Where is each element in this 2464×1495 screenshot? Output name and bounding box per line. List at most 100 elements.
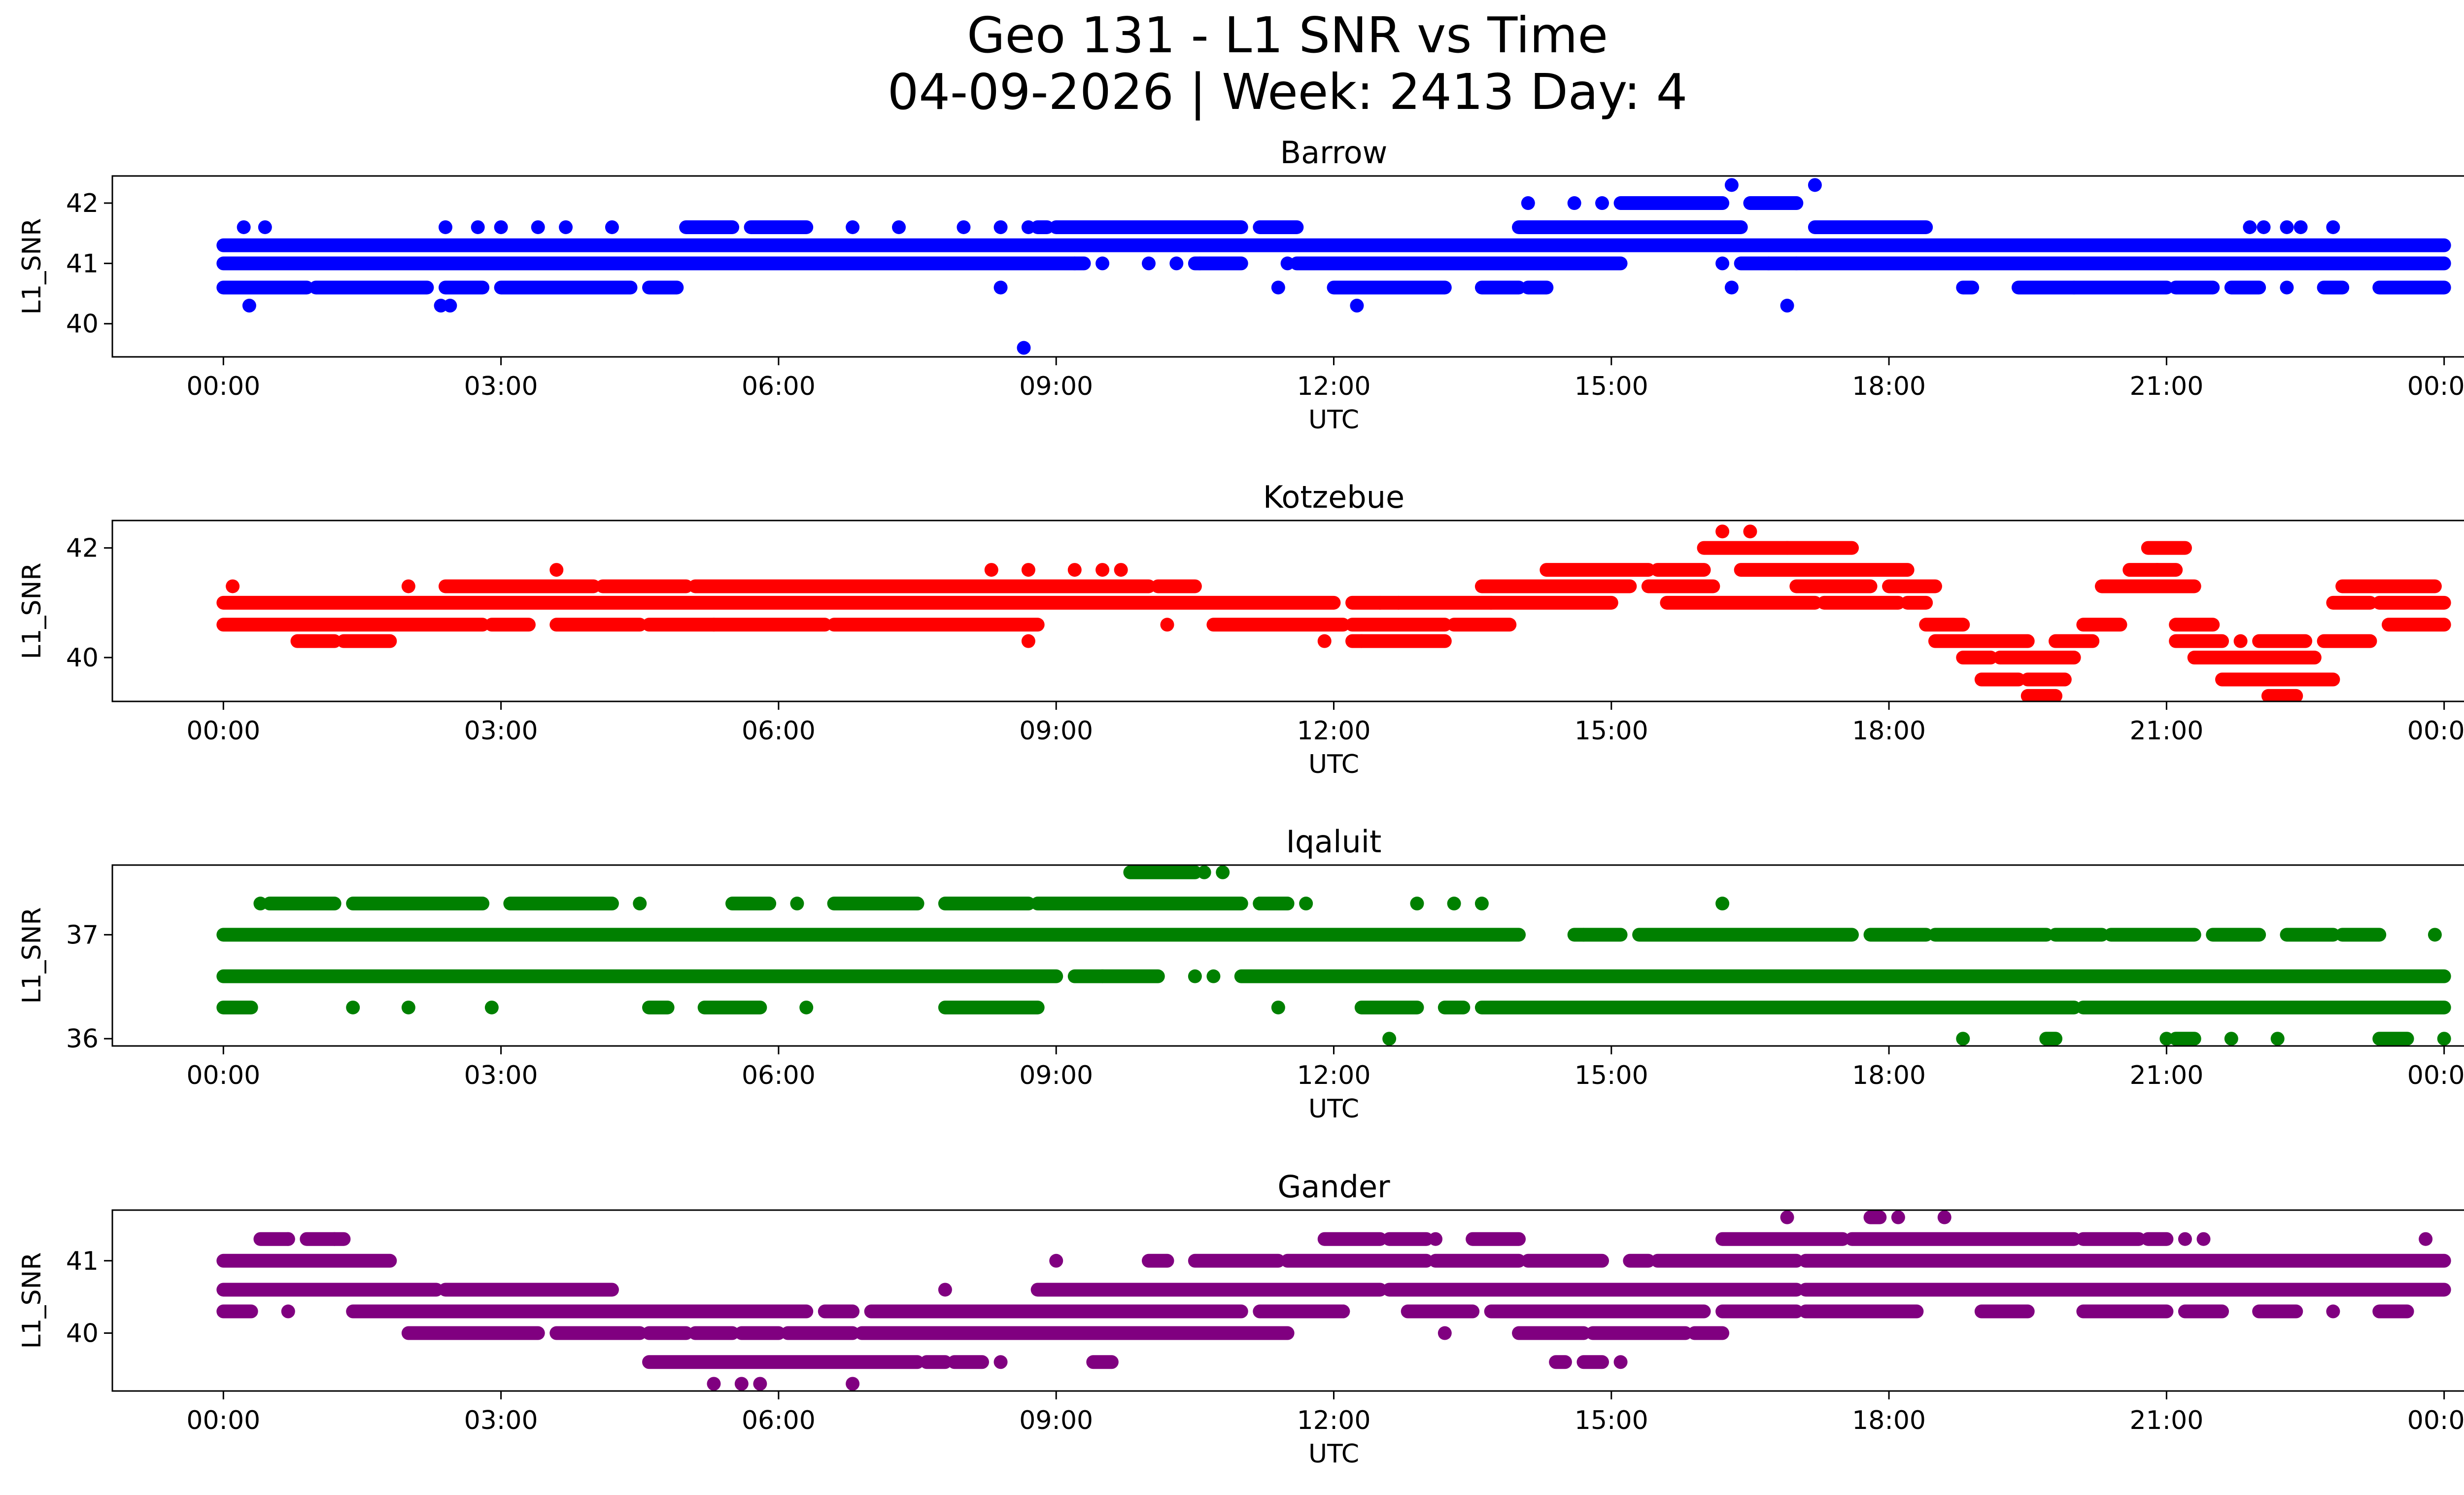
data-point bbox=[846, 220, 860, 234]
data-run-5-1 bbox=[337, 634, 397, 648]
data-run-1-1 bbox=[438, 1283, 619, 1297]
x-tick-label: 12:00 bbox=[1297, 372, 1371, 401]
data-run-3-2 bbox=[642, 1326, 693, 1340]
x-tick-label: 09:00 bbox=[1019, 1406, 1093, 1435]
data-run-0-3 bbox=[1863, 928, 1933, 942]
data-point bbox=[1114, 563, 1128, 577]
data-run-1-0 bbox=[216, 618, 490, 632]
data-run-0-3 bbox=[1280, 1253, 1434, 1268]
x-axis-label: UTC bbox=[1308, 1094, 1359, 1124]
data-run-1-4 bbox=[707, 618, 832, 632]
data-run-1-7 bbox=[1345, 618, 1452, 632]
data-run-3-4 bbox=[2150, 563, 2183, 577]
data-point bbox=[258, 220, 272, 234]
data-point bbox=[1410, 897, 1424, 911]
data-run-2-0 bbox=[216, 1000, 258, 1014]
x-tick-label: 18:00 bbox=[1852, 1061, 1926, 1090]
panel-title: Kotzebue bbox=[1263, 479, 1404, 515]
data-point bbox=[226, 579, 240, 593]
data-run-2-11 bbox=[2169, 280, 2220, 295]
data-run-2-6 bbox=[1095, 1304, 1248, 1319]
data-point bbox=[1567, 196, 1581, 210]
x-tick-label: 09:00 bbox=[1019, 1061, 1093, 1090]
data-run-3-4 bbox=[1253, 220, 1304, 234]
data-point bbox=[753, 1377, 767, 1391]
data-run-3-1 bbox=[1650, 563, 1711, 577]
data-run-4-1 bbox=[1780, 541, 1859, 555]
data-point bbox=[1808, 178, 1822, 192]
data-run-3-5 bbox=[781, 1326, 860, 1340]
x-tick-label: 00:00 bbox=[2407, 372, 2464, 401]
data-run-0-0 bbox=[216, 595, 1341, 610]
data-point bbox=[1761, 256, 1776, 271]
data-run-2-2 bbox=[438, 280, 490, 295]
data-run-3-5 bbox=[1512, 220, 1748, 234]
data-run-2-8 bbox=[1401, 1304, 1480, 1319]
data-point bbox=[1447, 897, 1461, 911]
data-run-6-0 bbox=[1863, 1210, 1887, 1224]
data-point bbox=[2428, 928, 2442, 942]
data-run-4-0 bbox=[1123, 865, 1202, 879]
data-run-3-8 bbox=[1188, 1326, 1295, 1340]
data-point bbox=[1474, 897, 1489, 911]
data-run-3-2 bbox=[503, 897, 619, 911]
data-point bbox=[633, 897, 647, 911]
data-point bbox=[1017, 341, 1031, 355]
data-run-5-6 bbox=[1845, 1232, 2081, 1246]
panel-title: Gander bbox=[1277, 1169, 1390, 1205]
y-axis-label: L1_SNR bbox=[17, 907, 47, 1004]
x-tick-label: 15:00 bbox=[1574, 716, 1648, 746]
data-run-0-2 bbox=[1188, 1253, 1285, 1268]
series-gander bbox=[216, 1210, 2451, 1391]
data-run-2-1 bbox=[309, 280, 434, 295]
data-run-2-4 bbox=[642, 280, 684, 295]
x-tick-label: 21:00 bbox=[2129, 716, 2203, 746]
x-tick-label: 00:00 bbox=[186, 716, 260, 746]
data-point bbox=[1595, 196, 1609, 210]
x-tick-label: 18:00 bbox=[1852, 1406, 1926, 1435]
x-tick-label: 18:00 bbox=[1852, 716, 1926, 746]
data-run-2-5 bbox=[1474, 579, 1637, 593]
x-tick-label: 03:00 bbox=[464, 1406, 538, 1435]
data-point bbox=[1817, 1304, 1831, 1319]
data-run-0-4 bbox=[1429, 1253, 1526, 1268]
x-tick-label: 03:00 bbox=[464, 1061, 538, 1090]
data-run-6-2 bbox=[2187, 651, 2322, 665]
data-point bbox=[1956, 1032, 1970, 1046]
x-tick-label: 06:00 bbox=[742, 716, 816, 746]
data-run-0-0 bbox=[216, 238, 2451, 252]
axes-frame bbox=[111, 864, 2464, 1047]
data-point bbox=[1216, 865, 1230, 879]
x-tick-label: 21:00 bbox=[2129, 1406, 2203, 1435]
data-run-5-2 bbox=[1345, 634, 1452, 648]
data-point bbox=[1845, 1304, 1859, 1319]
data-run-3-0 bbox=[1540, 563, 1655, 577]
data-run-1-10 bbox=[2076, 618, 2127, 632]
data-point bbox=[253, 897, 268, 911]
data-run-1-4 bbox=[1799, 1283, 2451, 1297]
data-point bbox=[1067, 256, 1082, 271]
data-point bbox=[1350, 299, 1364, 313]
data-point bbox=[2270, 1032, 2285, 1046]
data-run-0-2 bbox=[1632, 928, 1859, 942]
data-run-2-6 bbox=[1437, 1000, 1471, 1014]
data-run-1-2 bbox=[1030, 1283, 1387, 1297]
x-tick-label: 03:00 bbox=[464, 716, 538, 746]
data-run-1-0 bbox=[216, 969, 1063, 983]
data-run-0-7 bbox=[2206, 928, 2266, 942]
data-run-2-9 bbox=[2094, 579, 2174, 593]
data-run-3-2 bbox=[1030, 220, 1054, 234]
data-point bbox=[1067, 563, 1082, 577]
data-run-2-4 bbox=[984, 1000, 1045, 1014]
data-run-0-5 bbox=[1900, 595, 1933, 610]
x-tick-label: 15:00 bbox=[1574, 1061, 1648, 1090]
data-point bbox=[1789, 256, 1804, 271]
x-tick-label: 00:00 bbox=[2407, 716, 2464, 746]
x-tick-label: 06:00 bbox=[742, 1406, 816, 1435]
data-point bbox=[707, 1377, 721, 1391]
x-tick-label: 12:00 bbox=[1297, 1406, 1371, 1435]
data-run-4-2 bbox=[2141, 541, 2192, 555]
data-run-5-4 bbox=[2049, 634, 2100, 648]
data-point bbox=[1391, 595, 1405, 610]
data-point bbox=[605, 220, 619, 234]
